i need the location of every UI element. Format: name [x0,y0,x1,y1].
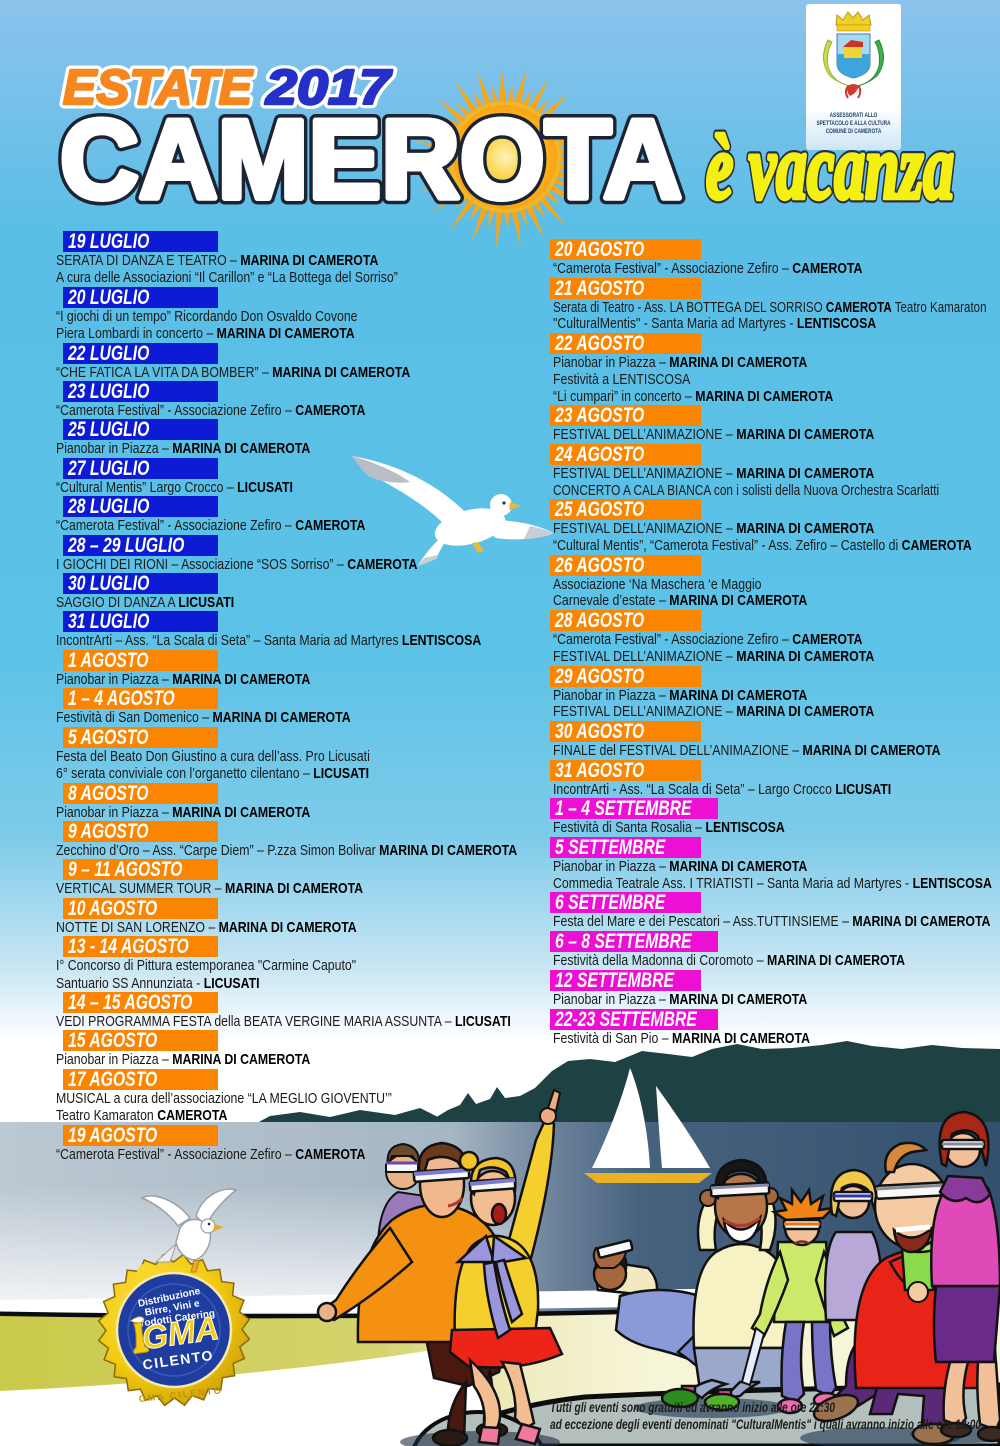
svg-text:CAMEROTA: CAMEROTA [60,97,682,222]
svg-text:CAMEROTA: CAMEROTA [60,97,682,222]
svg-text:2017: 2017 [265,61,393,115]
svg-text:è vacanza: è vacanza [706,116,954,218]
svg-text:ESTATE: ESTATE [63,61,253,115]
svg-text:ESTATE: ESTATE [63,61,253,115]
svg-text:2017: 2017 [265,61,393,115]
